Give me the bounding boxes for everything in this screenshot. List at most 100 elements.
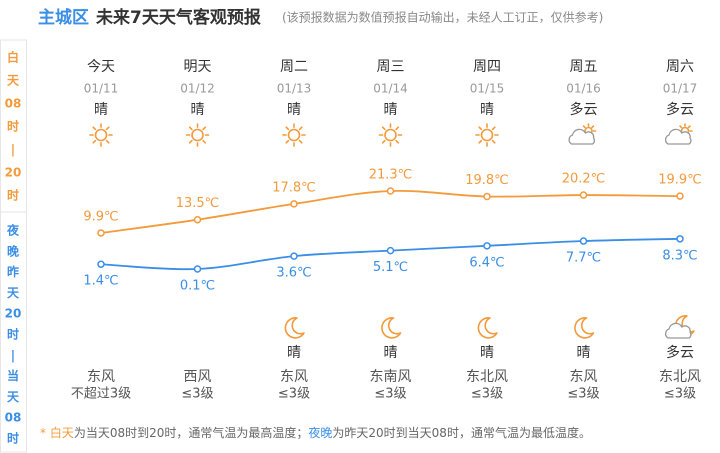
- wind-level: ≤3级: [567, 387, 599, 402]
- night-weather: 晴: [480, 345, 494, 361]
- wind-level: ≤3级: [278, 387, 310, 402]
- date: 01/14: [373, 82, 408, 96]
- night-side-label: 夜: [6, 223, 20, 238]
- weekday: 周二: [280, 59, 308, 75]
- wind-direction: 东南风: [370, 369, 412, 385]
- footer-segment: 白天: [50, 425, 74, 440]
- sun-core: [94, 128, 108, 142]
- footer-note: * 白天为当天08时到20时，通常气温为最高温度；夜晚为昨天20时到当天08时，…: [40, 425, 591, 440]
- night-side-panel: [0, 211, 27, 453]
- night-side-label: |: [11, 348, 15, 362]
- sun-icon: [378, 123, 403, 147]
- temperature-point: [97, 229, 105, 237]
- temperature-label: 19.8℃: [465, 173, 509, 188]
- wind-level: 不超过3级: [71, 387, 131, 402]
- date: 01/13: [277, 82, 312, 96]
- temperature-point: [579, 237, 588, 245]
- sun-icon: [185, 123, 210, 147]
- night-side-label: 时: [7, 327, 19, 342]
- weekday: 周四: [473, 59, 501, 75]
- temperature-point: [483, 192, 491, 201]
- sun-ray: [687, 125, 691, 129]
- sun-core: [384, 128, 397, 142]
- wind-direction: 西风: [184, 369, 212, 385]
- temperature-label: 9.9℃: [83, 209, 118, 224]
- sun-ray: [188, 139, 193, 144]
- wind-level: ≤3级: [374, 387, 406, 402]
- sun-ray: [381, 139, 386, 144]
- sun-icon: [282, 123, 306, 147]
- temperature-point: [193, 215, 202, 224]
- temperature-label: 1.4℃: [83, 274, 118, 289]
- weekday: 周五: [570, 59, 598, 75]
- temperature-point: [579, 191, 588, 199]
- sun-ray: [105, 139, 110, 144]
- temperature-point: [386, 187, 395, 195]
- wind-level: ≤3级: [664, 387, 696, 402]
- sun-icon: [89, 123, 113, 147]
- footer-segment: 为当天08时到20时，通常气温为最高温度；: [74, 425, 309, 440]
- night-side-label: 时: [7, 431, 19, 446]
- wind-direction: 东风: [87, 369, 115, 385]
- sun-core: [287, 128, 301, 142]
- night-weather: 晴: [384, 345, 398, 361]
- date: 01/17: [663, 82, 698, 96]
- temperature-label: 21.3℃: [369, 168, 413, 183]
- sun-ray: [285, 139, 290, 144]
- note: (该预报数据为数值预报自动输出，未经人工订正，仅供参考): [282, 10, 603, 25]
- day-side-label: |: [11, 143, 15, 157]
- sun-ray: [298, 139, 303, 144]
- moon-icon: [477, 317, 498, 339]
- sun-ray: [395, 126, 400, 131]
- sun-ray: [92, 126, 97, 131]
- sun-core: [480, 128, 494, 142]
- day-side-label: 时: [7, 119, 19, 134]
- moon-icon: [284, 317, 305, 339]
- day-side-label: 天: [7, 74, 20, 88]
- wind-direction: 东风: [570, 369, 598, 385]
- sun-core: [191, 128, 204, 142]
- temperature-label: 13.5℃: [176, 196, 220, 211]
- moon-icon: [381, 317, 402, 339]
- sun-ray: [491, 126, 496, 131]
- night-side-label: 天: [7, 390, 20, 404]
- night-side-label: 当: [7, 368, 19, 383]
- sun-ray: [381, 126, 386, 131]
- date: 01/16: [566, 82, 601, 96]
- sun-ray: [478, 126, 483, 131]
- sun-ray: [298, 126, 303, 131]
- wind-level: ≤3级: [181, 387, 213, 402]
- wind-level: ≤3级: [471, 387, 503, 402]
- day-weather: 多云: [666, 101, 694, 118]
- night-weather: 晴: [577, 345, 591, 361]
- date: 01/11: [84, 82, 119, 96]
- sun-ray: [591, 125, 595, 129]
- day-weather: 晴: [287, 102, 301, 118]
- sun-ray: [395, 139, 400, 144]
- sun-icon: [475, 123, 499, 147]
- date: 01/12: [180, 82, 215, 96]
- day-side-label: 20: [5, 166, 22, 180]
- day-side-label: 08: [5, 97, 22, 111]
- day-weather: 晴: [94, 102, 108, 118]
- night-side-label: 20: [5, 307, 22, 321]
- temperature-label: 5.1℃: [373, 260, 408, 275]
- cloud-icon: [664, 322, 692, 339]
- temperature-label: 0.1℃: [180, 279, 215, 294]
- night-side-label: 昨: [7, 264, 19, 279]
- sun-ray: [92, 139, 97, 144]
- day-weather: 晴: [480, 102, 494, 118]
- weekday: 今天: [87, 59, 115, 75]
- temperature-label: 19.9℃: [658, 173, 702, 188]
- wind-direction: 东北风: [659, 369, 701, 385]
- night-side-label: 晚: [7, 243, 19, 258]
- night-side-label: 天: [7, 286, 20, 300]
- footer-segment: *: [40, 426, 50, 440]
- weekday: 周六: [666, 59, 694, 75]
- temperature-point: [290, 252, 298, 260]
- temperature-point: [483, 242, 491, 250]
- sun-ray: [202, 139, 207, 144]
- temperature-point: [386, 246, 395, 255]
- sun-ray: [478, 139, 483, 144]
